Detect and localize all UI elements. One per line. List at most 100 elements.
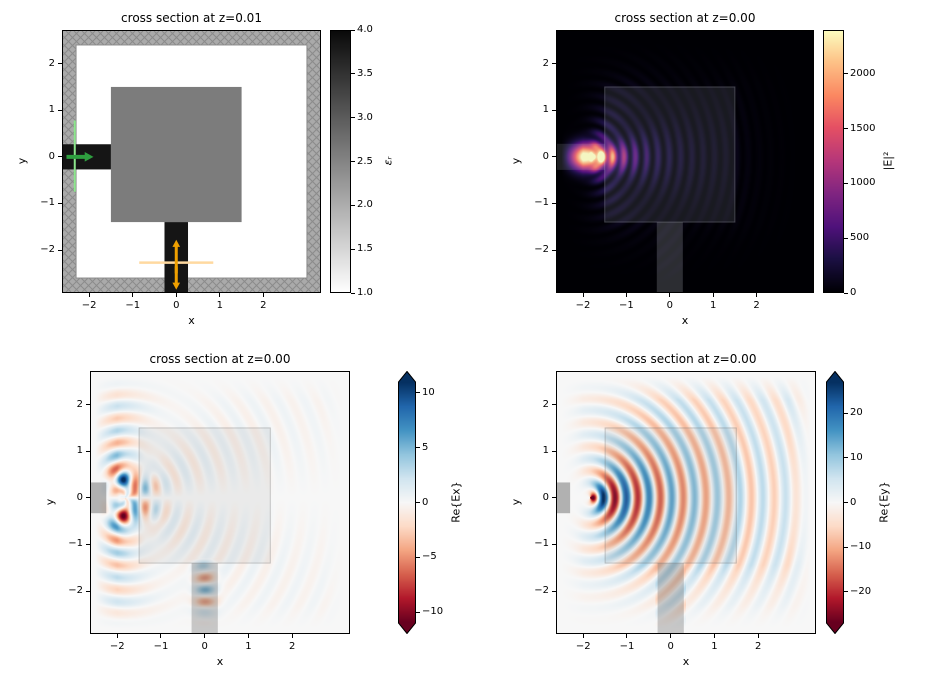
- x-axis-label-re-ey: x: [682, 655, 690, 668]
- x-tick: [132, 293, 134, 297]
- x-tick-label: 2: [754, 641, 762, 652]
- colorbar-tick: [351, 117, 355, 119]
- y-tick-label: −1: [40, 197, 55, 209]
- x-tick-label: 0: [666, 300, 673, 311]
- y-tick-label: 0: [76, 491, 83, 503]
- y-tick: [58, 249, 62, 251]
- x-tick-label: −2: [575, 300, 591, 311]
- y-tick: [552, 249, 556, 251]
- colorbar-tick-label: 10: [422, 386, 435, 398]
- y-tick-label: −1: [534, 197, 549, 209]
- x-tick: [756, 293, 758, 297]
- title-permittivity: cross section at z=0.01: [121, 11, 262, 25]
- colorbar-tick: [844, 591, 848, 593]
- x-tick-label: −2: [109, 641, 125, 652]
- y-tick-label: −2: [534, 585, 549, 597]
- x-tick: [670, 634, 672, 638]
- colorbar-tick: [416, 447, 420, 449]
- y-tick: [552, 156, 556, 158]
- title-re-ey: cross section at z=0.00: [615, 352, 757, 366]
- colorbar-tick: [844, 292, 848, 294]
- x-tick: [88, 293, 90, 297]
- colorbar-tick: [351, 161, 355, 162]
- y-tick: [86, 450, 90, 452]
- colorbar-tick: [416, 392, 420, 394]
- title-intensity: cross section at z=0.00: [614, 11, 756, 25]
- x-tick-label: 0: [201, 641, 208, 652]
- x-tick: [582, 634, 584, 638]
- colorbar-tick: [351, 73, 355, 75]
- heatmap-canvas-re-ey: [557, 372, 815, 633]
- colorbar-tick: [351, 248, 355, 250]
- x-tick: [204, 634, 206, 638]
- colorbar-tick: [844, 237, 848, 239]
- x-tick-label: −2: [575, 641, 591, 652]
- colorbar-tick: [844, 546, 848, 548]
- y-tick-label: 1: [48, 104, 55, 116]
- plot-area-intensity: [556, 30, 814, 293]
- colorbar-permittivity: [330, 30, 351, 293]
- heatmap-canvas-re-ex: [91, 372, 349, 633]
- y-tick: [58, 63, 62, 65]
- colorbar-tick-label: −10: [850, 541, 872, 553]
- heatmap-canvas-intensity: [557, 31, 813, 292]
- y-tick: [86, 404, 90, 406]
- colorbar-tick: [844, 412, 848, 414]
- colorbar-tick: [844, 502, 848, 503]
- colorbar-tick: [351, 204, 355, 206]
- y-tick-label: −1: [68, 538, 83, 550]
- x-tick-label: −1: [125, 300, 141, 311]
- colorbar-tick-label: 1000: [850, 177, 876, 189]
- colorbar-tick-label: 1500: [850, 122, 876, 134]
- colorbar-tick-label: −5: [422, 551, 437, 563]
- x-tick-label: −1: [153, 641, 169, 652]
- y-tick-label: 1: [76, 445, 83, 457]
- x-tick: [712, 293, 714, 297]
- y-tick: [552, 202, 556, 204]
- y-tick: [86, 590, 90, 592]
- colorbar-tick-label: 5: [422, 441, 429, 453]
- x-axis-label-permittivity: x: [188, 314, 195, 327]
- y-tick-label: 1: [542, 445, 549, 457]
- colorbar-canvas-re-ey: [826, 371, 844, 634]
- plot-area-permittivity: [62, 30, 321, 293]
- y-tick: [552, 63, 556, 65]
- colorbar-tick-label: 3.0: [357, 111, 373, 123]
- x-tick-label: 1: [216, 300, 223, 311]
- heatmap-canvas-permittivity: [63, 31, 320, 292]
- x-axis-label-re-ex: x: [216, 655, 224, 668]
- x-tick-label: 0: [173, 300, 180, 311]
- plot-area-re-ex: [90, 371, 350, 634]
- x-tick: [160, 634, 162, 638]
- colorbar-re-ey: [826, 371, 844, 634]
- y-tick: [552, 109, 556, 111]
- x-tick-label: −1: [619, 300, 634, 311]
- colorbar-tick-label: 4.0: [357, 24, 373, 35]
- y-tick: [58, 202, 62, 204]
- colorbar-tick: [351, 292, 355, 294]
- plot-area-re-ey: [556, 371, 816, 634]
- colorbar-re-ex: [398, 371, 416, 634]
- x-tick-label: −1: [619, 641, 635, 652]
- colorbar-canvas-intensity: [823, 30, 844, 293]
- x-tick-label: 2: [753, 300, 760, 311]
- colorbar-tick-label: 10: [850, 451, 863, 463]
- colorbar-tick-label: 0: [422, 496, 429, 508]
- title-re-ex: cross section at z=0.00: [149, 352, 291, 366]
- colorbar-tick: [416, 611, 420, 613]
- x-tick: [582, 293, 584, 297]
- colorbar-tick-label: −20: [850, 585, 872, 597]
- colorbar-tick-label: 2000: [850, 67, 876, 79]
- x-tick: [116, 634, 118, 638]
- colorbar-label-intensity: |E|²: [881, 151, 895, 171]
- colorbar-tick: [844, 182, 848, 184]
- y-tick-label: −2: [68, 585, 83, 597]
- colorbar-tick: [416, 556, 420, 558]
- x-tick: [757, 634, 759, 638]
- y-tick: [58, 156, 62, 158]
- colorbar-canvas-re-ex: [398, 371, 416, 634]
- colorbar-tick-label: 1.0: [357, 287, 373, 298]
- y-tick-label: 2: [48, 57, 55, 69]
- x-tick: [291, 634, 293, 638]
- colorbar-tick: [844, 457, 848, 459]
